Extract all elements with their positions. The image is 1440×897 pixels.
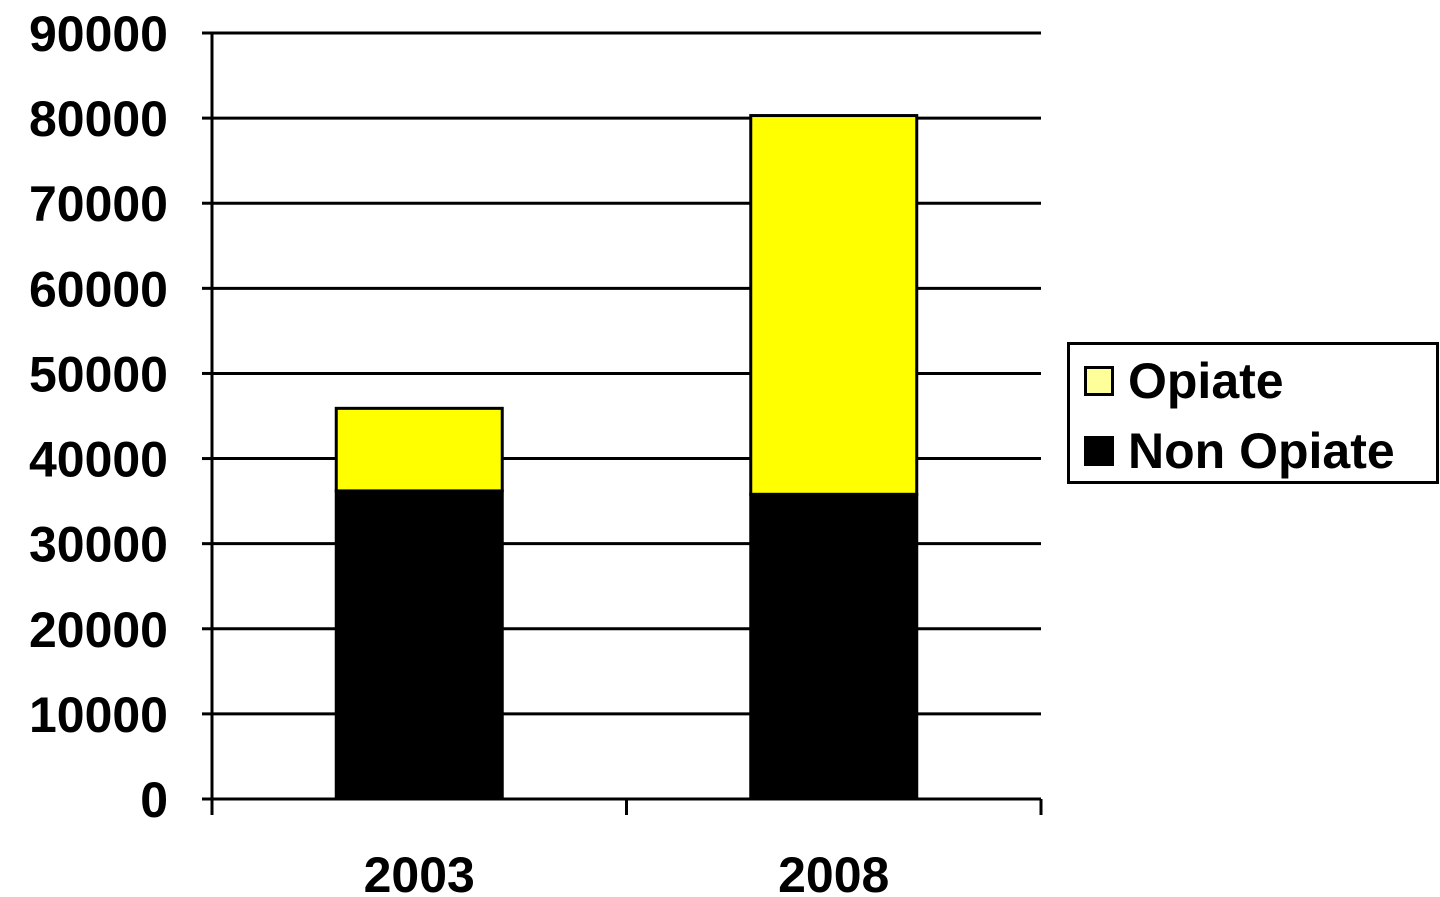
legend-swatch-opiate (1084, 366, 1114, 396)
legend-swatch-non-opiate (1084, 436, 1114, 466)
bar-opiate-2008 (749, 114, 919, 496)
y-tick-label: 30000 (29, 517, 168, 573)
y-tick-label: 70000 (29, 176, 168, 232)
legend: Opiate Non Opiate (1067, 342, 1439, 484)
x-tick-label: 2008 (778, 847, 889, 897)
y-tick-label: 80000 (29, 91, 168, 147)
axes (202, 31, 1043, 815)
legend-item-opiate: Opiate (1084, 351, 1284, 411)
legend-label-non-opiate: Non Opiate (1128, 423, 1395, 479)
y-tick-labels: 0 10000 20000 30000 40000 50000 60000 70000 8000… (29, 6, 168, 828)
y-tick-label: 50000 (29, 346, 168, 402)
legend-item-non-opiate: Non Opiate (1084, 421, 1395, 481)
y-tick-label: 90000 (29, 6, 168, 62)
y-tick-label: 60000 (29, 261, 168, 317)
bars (334, 114, 919, 801)
y-tick-label: 40000 (29, 432, 168, 488)
y-tick-label: 0 (140, 772, 168, 828)
bar-non-opiate-2003 (334, 489, 504, 801)
y-tick-label: 20000 (29, 602, 168, 658)
y-tick-label: 10000 (29, 687, 168, 743)
bar-opiate-2003 (334, 406, 504, 493)
x-tick-labels: 2003 2008 (364, 847, 890, 897)
legend-label-opiate: Opiate (1128, 353, 1284, 409)
bar-non-opiate-2008 (749, 492, 919, 801)
x-tick-label: 2003 (364, 847, 475, 897)
